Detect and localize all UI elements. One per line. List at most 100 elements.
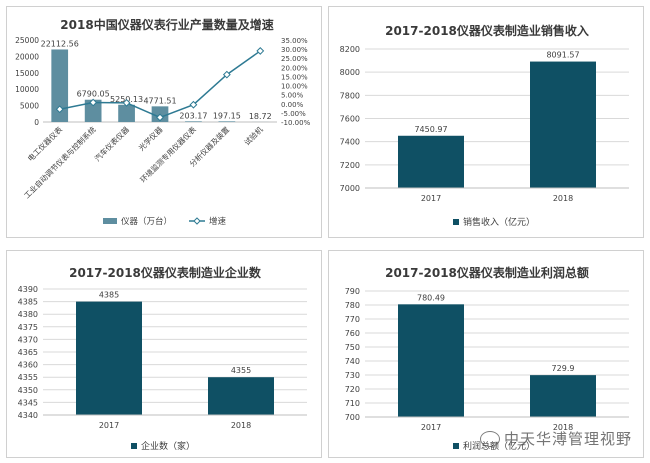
bar [208, 377, 274, 415]
y-tick-label: 780 [345, 301, 360, 310]
chart-title: 2017-2018仪器仪表制造业企业数 [69, 265, 262, 280]
chart-title: 2017-2018仪器仪表制造业销售收入 [385, 23, 589, 38]
y-tick-label: 7200 [340, 161, 360, 170]
data-label: 4385 [99, 291, 119, 300]
legend-swatch-bar [103, 218, 117, 224]
y-tick-label: 7800 [340, 91, 360, 100]
growth-marker [256, 47, 265, 55]
x-tick-label: 2018 [553, 194, 573, 203]
y-tick-label: 790 [345, 287, 360, 296]
growth-marker [189, 100, 198, 109]
y-tick-label: 15000 [15, 69, 39, 78]
y-tick-label: 5000 [20, 102, 39, 111]
y2-tick-label: 5.00% [281, 92, 304, 100]
legend-swatch [131, 443, 137, 449]
y-tick-label: 4350 [18, 386, 38, 395]
y-tick-label: 4365 [18, 348, 38, 357]
x-tick-label: 2017 [99, 421, 119, 430]
y-tick-label: 20000 [15, 52, 39, 61]
chart-output-growth: 2018中国仪器仪表行业产量数量及增速050001000015000200002… [15, 17, 311, 227]
legend-swatch [453, 443, 459, 449]
x-tick-label: 2018 [231, 421, 251, 430]
x-tick-label: 汽车仪表仪器 [92, 124, 131, 163]
chart-panel-enterprises: 2017-2018仪器仪表制造业企业数 4340 4345 4350 4355 4360 4… [6, 250, 322, 458]
bar [398, 135, 464, 188]
bar [51, 49, 69, 122]
y-tick-label: 0 [34, 118, 39, 127]
growth-marker [89, 98, 98, 107]
y-tick-label: 4345 [18, 398, 38, 407]
y-tick-label: 4360 [18, 361, 38, 370]
y-tick-label: 7600 [340, 115, 360, 124]
data-label: 197.15 [213, 111, 241, 120]
x-tick-label: 2018 [553, 423, 573, 432]
chart-panel-output: 2018中国仪器仪表行业产量数量及增速 0 5000 10000 15000 20000 2… [6, 6, 322, 238]
y-tick-label: 25000 [15, 36, 39, 45]
chart-sales-revenue: 2017-2018仪器仪表制造业销售收入 7000 7200 7400 7600 7800… [340, 23, 629, 228]
x-tick-label: 2017 [421, 423, 441, 432]
y2-tick-label: 15.00% [281, 73, 308, 81]
y-tick-label: 4370 [18, 335, 38, 344]
x-tick-label: 2017 [421, 194, 441, 203]
watermark-text: 中天华溥管理视野 [503, 430, 632, 448]
y2-tick-label: 30.00% [281, 46, 308, 54]
data-label: 22112.56 [41, 39, 79, 48]
y-tick-label: 700 [345, 413, 360, 422]
chart-enterprise-count: 2017-2018仪器仪表制造业企业数 4340 4345 4350 4355 4360 4… [18, 265, 307, 452]
chart-total-profit: 2017-2018仪器仪表制造业利润总额 700 710 720 730 740 750 76… [345, 265, 629, 452]
data-label: 4355 [231, 366, 251, 375]
y-tick-label: 8000 [340, 68, 360, 77]
bar [218, 121, 236, 122]
chart-title: 2018中国仪器仪表行业产量数量及增速 [60, 17, 273, 32]
legend-label: 销售收入（亿元） [463, 216, 535, 228]
legend-marker-line [193, 217, 201, 225]
data-label: 203.17 [179, 111, 207, 120]
y-tick-label: 4375 [18, 323, 38, 332]
legend-label-line: 增速 [209, 216, 227, 227]
bar [118, 104, 135, 122]
data-label: 8091.57 [546, 51, 579, 60]
y-tick-label: 750 [345, 343, 360, 352]
y2-tick-label: 20.00% [281, 64, 308, 72]
y2-tick-label: -5.00% [281, 110, 306, 118]
data-label: 6790.05 [77, 90, 110, 99]
bar [398, 304, 464, 417]
y-tick-label: 4390 [18, 285, 38, 294]
y2-tick-label: -10.00% [281, 119, 311, 127]
data-label: 729.9 [552, 364, 575, 373]
data-label: 18.72 [249, 112, 272, 121]
y-tick-label: 10000 [15, 85, 39, 94]
x-tick-label: 光学仪器 [136, 124, 165, 153]
data-label: 780.49 [417, 293, 445, 302]
growth-marker [122, 98, 131, 107]
y-tick-label: 4355 [18, 373, 38, 382]
growth-marker [55, 105, 64, 114]
bar [84, 99, 102, 122]
y2-tick-label: 25.00% [281, 55, 308, 63]
y2-tick-label: 35.00% [281, 37, 308, 45]
chart-panel-profit: 2017-2018仪器仪表制造业利润总额 700 710 720 730 740 750 76… [328, 250, 644, 458]
y2-tick-label: 10.00% [281, 83, 308, 91]
x-tick-label: 试验机 [242, 124, 265, 147]
y-tick-label: 8200 [340, 45, 360, 54]
y-tick-label: 740 [345, 357, 360, 366]
y-tick-label: 7000 [340, 184, 360, 193]
y-tick-label: 720 [345, 385, 360, 394]
y2-tick-label: 0.00% [281, 101, 304, 109]
legend-label: 企业数（家） [141, 440, 195, 452]
wechat-icon [479, 430, 500, 447]
growth-marker [156, 113, 164, 122]
watermark: 中天华溥管理视野 [479, 428, 632, 449]
x-tick-label: 环境监测专用仪器仪表 [138, 124, 198, 184]
bar [76, 301, 142, 415]
data-label: 7450.97 [414, 125, 447, 134]
y-tick-label: 4340 [18, 411, 38, 420]
y-tick-label: 770 [345, 315, 360, 324]
chart-title: 2017-2018仪器仪表制造业利润总额 [385, 265, 589, 280]
y-tick-label: 730 [345, 371, 360, 380]
y-tick-label: 4385 [18, 298, 38, 307]
y-tick-label: 7400 [340, 138, 360, 147]
chart-panel-sales: 2017-2018仪器仪表制造业销售收入 7000 7200 7400 7600 7800… [328, 6, 644, 238]
y-tick-label: 710 [345, 399, 360, 408]
bar [185, 121, 202, 122]
